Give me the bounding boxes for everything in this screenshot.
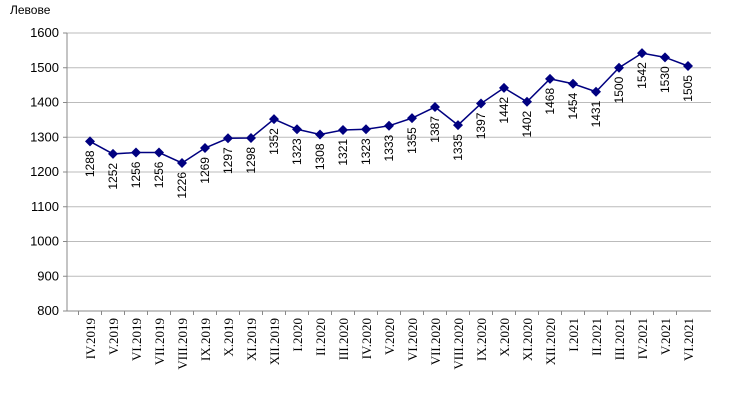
data-label: 1505 [681, 75, 695, 102]
x-tick-label: VI.2020 [405, 318, 420, 361]
data-label: 1298 [244, 147, 258, 174]
data-label: 1323 [359, 138, 373, 165]
marker [384, 120, 394, 131]
y-tick-label: 800 [37, 303, 59, 318]
data-label: 1308 [313, 143, 327, 170]
data-label: 1252 [106, 163, 120, 190]
x-tick-label: XI.2019 [244, 318, 259, 361]
x-tick-label: X.2019 [221, 318, 236, 357]
y-tick-label: 1500 [30, 60, 59, 75]
y-tick-label: 1300 [30, 129, 59, 144]
marker [200, 143, 210, 154]
y-axis-label: Левове [10, 3, 51, 17]
marker [568, 78, 578, 89]
x-tick-label: X.2020 [497, 318, 512, 357]
marker [614, 62, 624, 73]
x-tick-label: I.2020 [290, 318, 305, 352]
x-tick-label: VII.2019 [152, 318, 167, 365]
marker [683, 61, 693, 72]
marker [131, 147, 141, 158]
marker [522, 96, 532, 107]
marker [223, 133, 233, 144]
data-label: 1500 [612, 76, 626, 103]
y-tick-label: 1600 [30, 25, 59, 40]
marker [85, 136, 95, 147]
data-label: 1288 [83, 150, 97, 177]
data-label: 1542 [635, 62, 649, 89]
marker [430, 102, 440, 113]
marker [499, 82, 509, 93]
data-label: 1530 [658, 66, 672, 93]
data-label: 1333 [382, 134, 396, 161]
marker [660, 52, 670, 63]
marker [361, 124, 371, 135]
y-tick-label: 1000 [30, 234, 59, 249]
y-tick-label: 1400 [30, 95, 59, 110]
x-tick-label: IV.2020 [359, 318, 374, 359]
marker [476, 98, 486, 109]
x-tick-label: VIII.2019 [175, 318, 190, 370]
marker [246, 132, 256, 143]
data-label: 1256 [129, 161, 143, 188]
y-tick-label: 1200 [30, 164, 59, 179]
x-tick-label: XI.2020 [520, 318, 535, 361]
x-tick-label: XII.2020 [543, 318, 558, 365]
x-tick-label: VII.2020 [428, 318, 443, 365]
marker [315, 129, 325, 140]
x-tick-label: II.2021 [589, 318, 604, 356]
x-tick-label: XII.2019 [267, 318, 282, 365]
x-tick-label: IX.2019 [198, 318, 213, 361]
data-label: 1335 [451, 134, 465, 161]
marker [177, 157, 187, 168]
x-tick-label: V.2021 [658, 318, 673, 355]
x-tick-label: I.2021 [566, 318, 581, 352]
marker [338, 124, 348, 135]
x-tick-label: VI.2021 [681, 318, 696, 361]
data-label: 1323 [290, 138, 304, 165]
x-tick-label: IV.2021 [635, 318, 650, 359]
data-label: 1468 [543, 88, 557, 115]
x-tick-label: VI.2019 [129, 318, 144, 361]
y-tick-label: 1100 [31, 199, 59, 214]
data-label: 1355 [405, 127, 419, 154]
data-label: 1297 [221, 147, 235, 174]
x-tick-label: V.2019 [106, 318, 121, 355]
data-label: 1387 [428, 116, 442, 143]
data-label: 1352 [267, 128, 281, 155]
data-label: 1402 [520, 110, 534, 137]
marker [292, 124, 302, 135]
data-label: 1431 [589, 100, 603, 127]
data-label: 1442 [497, 97, 511, 124]
x-tick-label: III.2021 [612, 318, 627, 360]
x-tick-label: IV.2019 [83, 318, 98, 359]
x-tick-label: IX.2020 [474, 318, 489, 361]
marker [591, 86, 601, 97]
marker [154, 147, 164, 158]
x-tick-label: II.2020 [313, 318, 328, 356]
x-tick-label: III.2020 [336, 318, 351, 360]
marker [453, 120, 463, 131]
data-label: 1454 [566, 92, 580, 119]
x-tick-label: V.2020 [382, 318, 397, 355]
x-tick-label: VIII.2020 [451, 318, 466, 370]
data-label: 1269 [198, 157, 212, 184]
data-label: 1321 [336, 139, 350, 166]
data-label: 1226 [175, 172, 189, 199]
y-tick-label: 900 [37, 268, 59, 283]
data-label: 1397 [474, 112, 488, 139]
marker [269, 114, 279, 125]
data-label: 1256 [152, 161, 166, 188]
marker [108, 148, 118, 159]
marker [545, 73, 555, 84]
marker [407, 113, 417, 124]
marker [637, 48, 647, 59]
